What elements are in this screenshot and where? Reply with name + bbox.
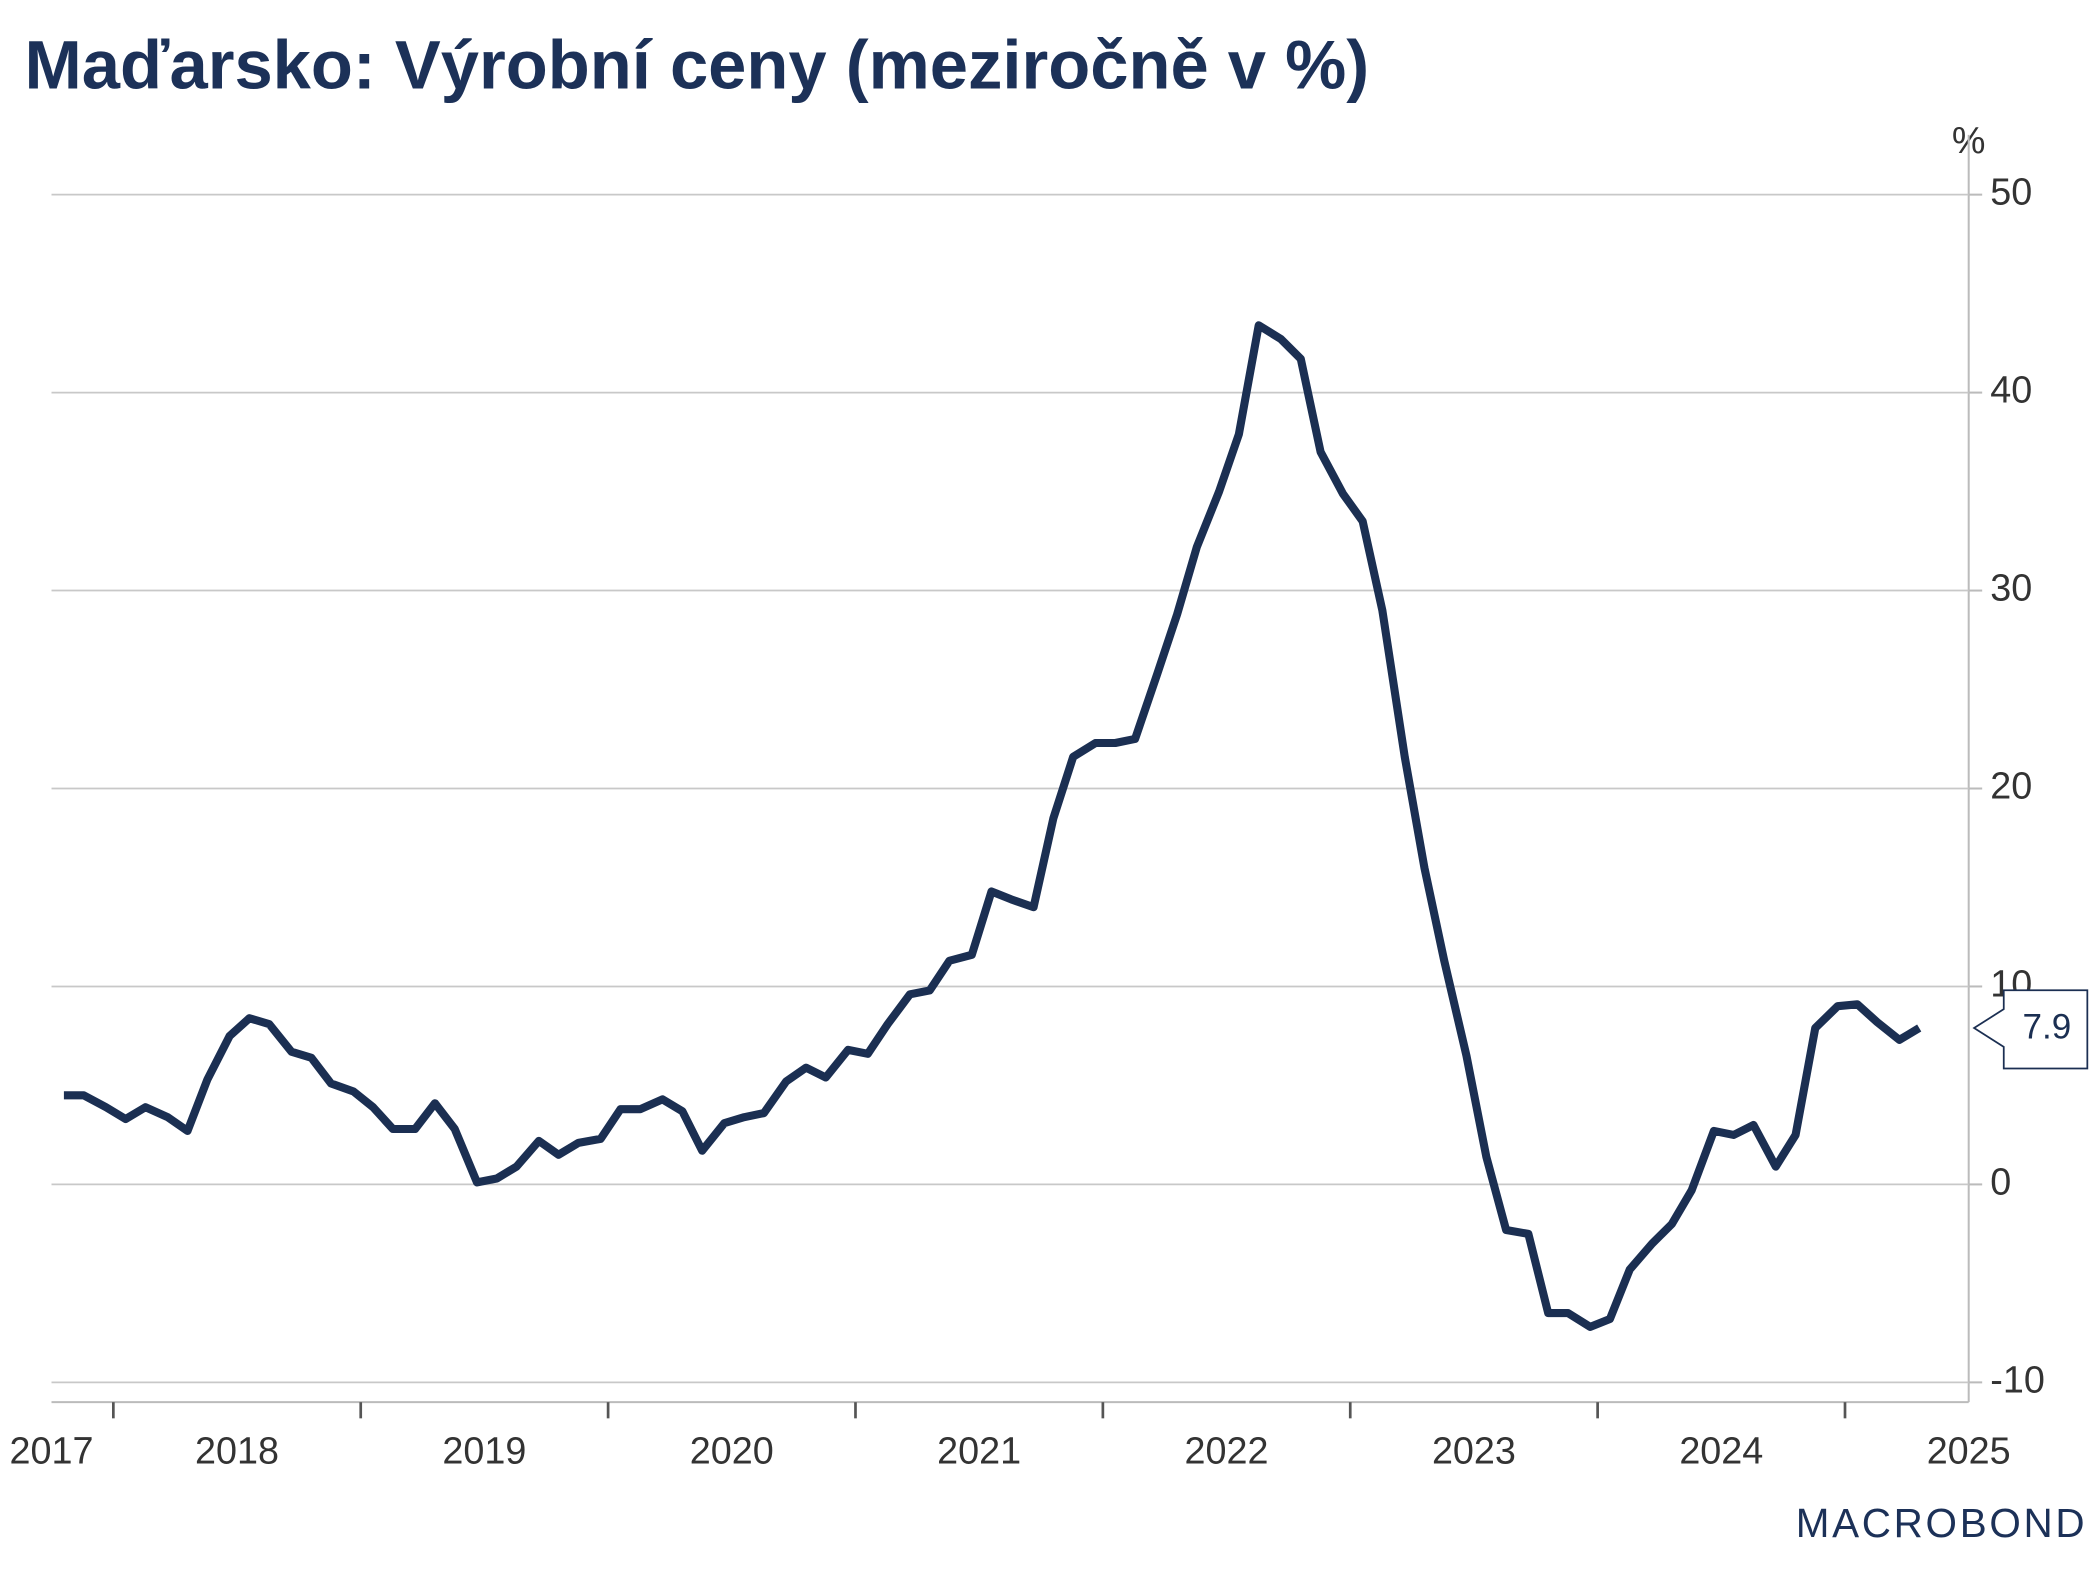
y-tick-label: 30 xyxy=(1990,567,2032,609)
y-tick-label: -10 xyxy=(1990,1358,2045,1400)
x-tick-label: 2025 xyxy=(1927,1429,2011,1471)
value-tag xyxy=(1972,989,2089,1070)
x-tick-label: 2020 xyxy=(690,1429,774,1471)
y-tick-label: 50 xyxy=(1990,171,2032,213)
y-tick-label: 40 xyxy=(1990,369,2032,411)
line xyxy=(63,321,1922,1331)
x-tick-label: 2017 xyxy=(10,1429,94,1471)
y-tick-label: 20 xyxy=(1990,764,2032,806)
x-tick-label: 2019 xyxy=(442,1429,526,1471)
y-tick-label: 0 xyxy=(1990,1160,2011,1202)
x-tick-label: 2024 xyxy=(1679,1429,1763,1471)
chart-title: Maďarsko: Výrobní ceny (meziročně v %) xyxy=(25,26,1370,103)
x-tick-label: 2023 xyxy=(1432,1429,1516,1471)
logo: MACROBOND xyxy=(1796,1500,2088,1546)
x-tick-label: 2018 xyxy=(195,1429,279,1471)
value-label: 7.9 xyxy=(2023,1008,2072,1047)
x-tick-label: 2022 xyxy=(1185,1429,1269,1471)
x-tick-label: 2021 xyxy=(937,1429,1021,1471)
